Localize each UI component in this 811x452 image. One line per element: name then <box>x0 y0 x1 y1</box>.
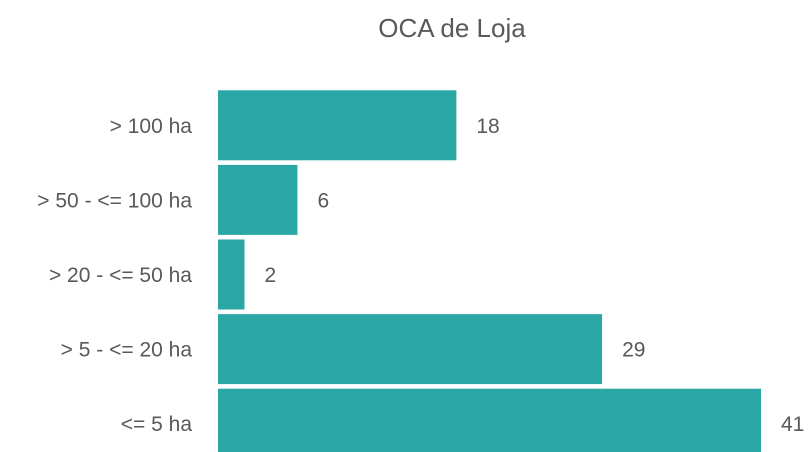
y-tick-label: > 5 - <= 20 ha <box>61 339 193 362</box>
y-tick-label: > 50 - <= 100 ha <box>37 189 192 212</box>
y-tick-label: > 20 - <= 50 ha <box>49 264 192 287</box>
data-label: 41 <box>781 413 804 436</box>
bar <box>218 90 457 161</box>
y-tick-label: <= 5 ha <box>121 413 193 436</box>
bar <box>218 239 245 310</box>
data-label: 29 <box>622 339 645 362</box>
bar <box>218 388 761 452</box>
data-label: 2 <box>264 264 276 287</box>
data-label: 18 <box>476 115 499 138</box>
bar <box>218 164 298 235</box>
bar <box>218 314 603 385</box>
y-tick-label: > 100 ha <box>110 115 193 138</box>
data-label: 6 <box>317 189 329 212</box>
chart-title: OCA de Loja <box>378 13 526 43</box>
